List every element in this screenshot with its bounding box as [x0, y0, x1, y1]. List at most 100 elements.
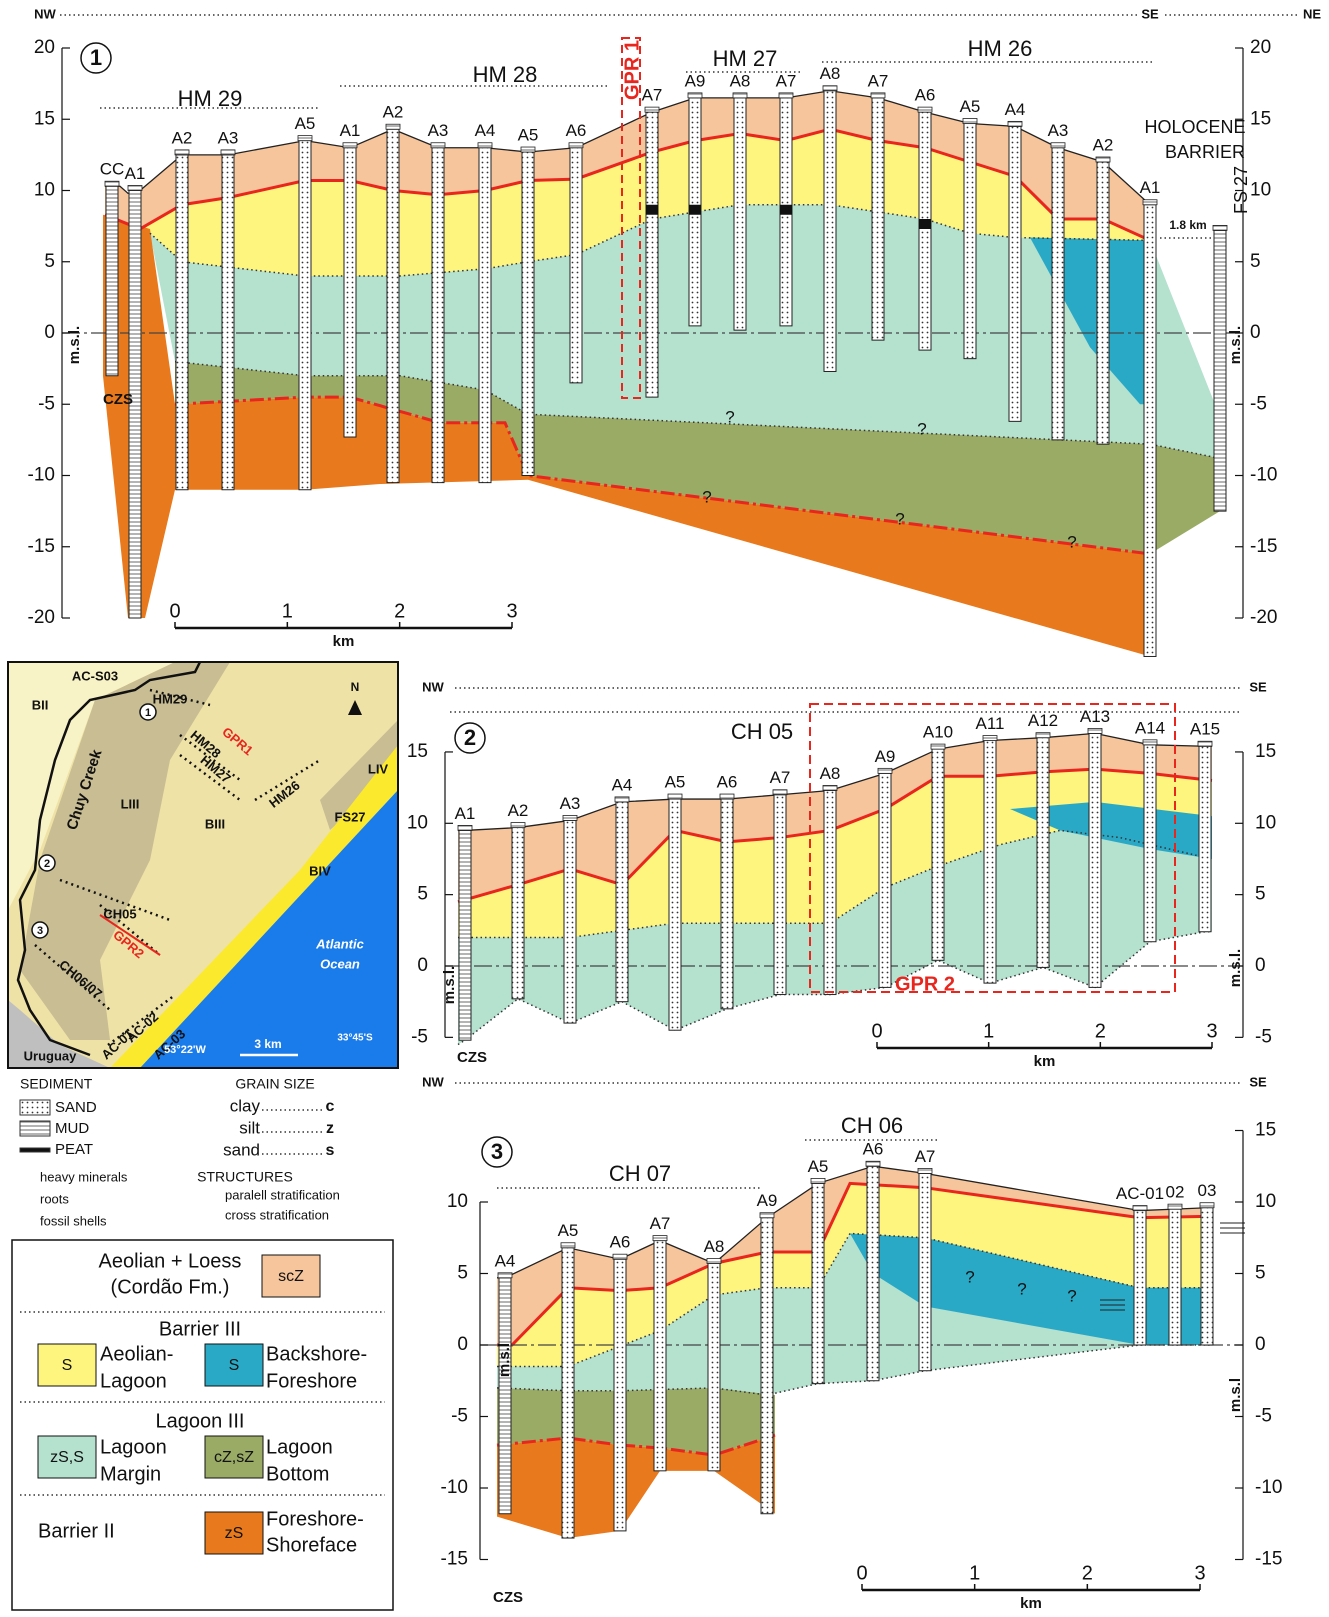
axis-tick-label: -5: [1255, 1406, 1272, 1427]
map-label: BIV: [309, 863, 331, 878]
borehole-label: A9: [685, 71, 706, 90]
borehole-cap: [878, 768, 892, 773]
legend-label: cross stratification: [225, 1207, 329, 1222]
borehole-cap: [707, 1258, 721, 1263]
borehole-label: A14: [1135, 718, 1165, 737]
borehole-label: A5: [518, 126, 539, 145]
map-label: HM29: [153, 691, 188, 706]
borehole: [1037, 738, 1049, 968]
uncertain-mark: ?: [1017, 1279, 1026, 1298]
axis-tick-label: -10: [28, 465, 55, 486]
borehole: [824, 91, 836, 372]
peat-layer: [919, 219, 931, 229]
scale-label: 2: [1095, 1020, 1106, 1042]
borehole-label: A1: [1140, 178, 1161, 197]
axis-tick-label: -20: [1250, 607, 1277, 628]
borehole-label: A7: [868, 71, 889, 90]
borehole-label: A5: [960, 97, 981, 116]
borehole-label: AC-01: [1116, 1184, 1164, 1203]
borehole: [708, 1263, 720, 1470]
borehole: [734, 98, 746, 330]
group-label: HM 27: [713, 46, 778, 71]
borehole-label: A7: [770, 768, 791, 787]
unit-code: zS,S: [50, 1449, 84, 1466]
direction: NW: [422, 1074, 444, 1089]
borehole-cap: [478, 143, 492, 148]
borehole-cap: [386, 124, 400, 129]
borehole: [387, 129, 399, 482]
unit-title: Barrier II: [38, 1520, 115, 1542]
axis-tick-label: 10: [447, 1191, 468, 1212]
axis-tick-label: 5: [44, 251, 55, 272]
borehole: [932, 749, 944, 960]
borehole: [774, 795, 786, 995]
borehole: [479, 148, 491, 483]
borehole-cap: [105, 181, 119, 186]
unit-label: Margin: [100, 1463, 161, 1485]
uncertain-mark: ?: [725, 407, 734, 426]
borehole-label: A1: [125, 164, 146, 183]
borehole: [499, 1278, 511, 1514]
borehole-cap: [569, 143, 583, 148]
axis-tick-label: -5: [451, 1406, 468, 1427]
map-label: LIII: [121, 796, 140, 811]
legend-label: PEAT: [55, 1141, 93, 1158]
layer-foreshore: [497, 1435, 775, 1538]
borehole-label: A7: [642, 86, 663, 105]
borehole-cap: [720, 794, 734, 799]
borehole-cap: [773, 790, 787, 795]
section-number: 2: [44, 858, 50, 870]
direction: NW: [34, 6, 56, 21]
map-label: N: [351, 680, 360, 694]
uncertain-mark: ?: [917, 419, 926, 438]
axis-tick-label: 20: [1250, 37, 1271, 58]
borehole-cap: [688, 93, 702, 98]
axis-tick-label: -10: [1255, 1477, 1282, 1498]
scale-label: 1: [969, 1562, 980, 1584]
borehole-cap: [1008, 121, 1022, 126]
borehole-label: A2: [383, 103, 404, 122]
unit-label: (Cordão Fm.): [111, 1276, 230, 1298]
borehole-label: A15: [1190, 720, 1220, 739]
borehole: [1144, 205, 1156, 657]
map-label: BII: [32, 697, 49, 712]
group-label: HM 29: [178, 86, 243, 111]
scale-label: 1: [983, 1020, 994, 1042]
borehole-cap: [918, 107, 932, 112]
axis-tick-label: -5: [411, 1026, 428, 1047]
grain-columns: CZS: [457, 1049, 487, 1066]
map-label: 3 km: [254, 1037, 281, 1051]
axis-tick-label: -15: [1250, 536, 1277, 557]
map-label: 33°45'S: [337, 1033, 373, 1044]
axis-tick-label: 5: [1255, 1263, 1266, 1284]
borehole: [614, 1259, 626, 1531]
legend-swatch: [20, 1148, 50, 1152]
map-label: AC-S03: [72, 668, 118, 683]
borehole-label: A11: [976, 714, 1005, 733]
borehole-label: A6: [915, 86, 936, 105]
section-number: 1: [145, 707, 151, 719]
unit-note: BARRIER: [1165, 142, 1245, 162]
borehole-label: A13: [1080, 707, 1110, 726]
borehole-cap: [779, 93, 793, 98]
grain-columns: CZS: [103, 391, 133, 408]
legend-label: z: [326, 1120, 334, 1137]
borehole: [646, 112, 658, 397]
core-label: FS 27: [1231, 166, 1251, 214]
borehole: [522, 152, 534, 475]
uncertain-mark: ?: [1067, 1286, 1076, 1305]
axis-tick-label: 5: [1250, 251, 1261, 272]
borehole: [761, 1218, 773, 1514]
map-label: Ocean: [320, 956, 360, 971]
axis-tick-label: 10: [407, 812, 428, 833]
borehole-label: A2: [1093, 135, 1114, 154]
borehole-label: A7: [776, 71, 797, 90]
borehole-label: A8: [730, 71, 751, 90]
borehole: [222, 155, 234, 490]
borehole: [106, 186, 118, 376]
axis-unit: m.s.l.: [441, 966, 458, 1004]
borehole-cap: [1198, 741, 1212, 746]
legend-label: c: [326, 1098, 335, 1115]
gpr-label: GPR 2: [895, 973, 955, 995]
borehole-cap: [1168, 1204, 1182, 1209]
